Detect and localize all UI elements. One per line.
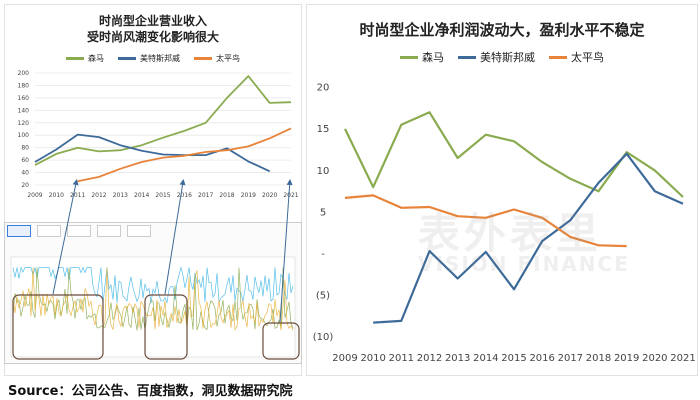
x-tick-label: 2013	[113, 192, 128, 199]
x-tick-label: 2009	[332, 353, 357, 364]
x-tick-label: 2017	[198, 192, 213, 199]
y-tick-label: 140	[18, 107, 30, 114]
x-tick-label: 2015	[501, 353, 526, 364]
series-line-metersbonwe	[34, 133, 271, 173]
x-tick-label: 2016	[177, 192, 192, 199]
y-tick-label: 40	[21, 170, 29, 177]
revenue-chart-legend: 森马 美特斯邦威 太平鸟	[5, 53, 301, 64]
baidu-index-trend	[10, 256, 300, 360]
y-tick-label: 160	[18, 95, 30, 102]
y-tick-label: 20	[317, 83, 330, 94]
x-tick-label: 2018	[219, 192, 234, 199]
series-line-senma	[34, 75, 292, 166]
x-tick-label: 2020	[642, 353, 667, 364]
series-line-taipingniao	[344, 194, 627, 248]
baidu-trend-line	[12, 267, 294, 331]
profit-chart-panel: 时尚型企业净利润波动大，盈利水平不稳定 森马 美特斯邦威 太平鸟 20 15 10 5…	[306, 4, 698, 376]
revenue-chart-title-line2: 受时尚风潮变化影响很大	[86, 30, 219, 44]
x-tick-label: 2020	[262, 192, 277, 199]
y-tick-label: 200	[18, 70, 30, 77]
y-tick-label: 20	[21, 182, 29, 189]
revenue-chart-title: 时尚型企业营业收入 受时尚风潮变化影响很大	[5, 13, 301, 45]
legend-item-metersbonwe: 美特斯邦威	[458, 49, 535, 65]
profit-chart-legend: 森马 美特斯邦威 太平鸟	[307, 49, 697, 65]
x-tick-label: 2015	[155, 192, 170, 199]
legend-item-metersbonwe: 美特斯邦威	[118, 53, 180, 64]
baidu-tab	[127, 225, 151, 237]
x-tick-label: 2016	[529, 353, 554, 364]
highlight-box	[144, 294, 188, 360]
baidu-trend-line	[12, 267, 294, 331]
x-tick-label: 2013	[445, 353, 470, 364]
y-tick-label: 180	[18, 82, 30, 89]
y-tick-label: 60	[21, 157, 29, 164]
y-tick-label: -	[321, 249, 325, 260]
x-tick-label: 2010	[49, 192, 64, 199]
y-tick-label: 10	[317, 166, 330, 177]
x-tick-label: 2018	[586, 353, 611, 364]
x-tick-label: 2014	[134, 192, 149, 199]
x-tick-label: 2019	[241, 192, 256, 199]
y-tick-label: 80	[21, 145, 29, 152]
y-tick-label: 120	[18, 120, 30, 127]
baidu-tab	[97, 225, 121, 237]
x-tick-label: 2021	[670, 353, 695, 364]
x-tick-label: 2011	[70, 192, 85, 199]
x-tick-label: 2021	[283, 192, 298, 199]
profit-chart-title: 时尚型企业净利润波动大，盈利水平不稳定	[359, 21, 645, 39]
baidu-index-screenshot	[4, 222, 302, 364]
y-tick-label: 100	[18, 132, 30, 139]
x-tick-label: 2011	[389, 353, 414, 364]
y-tick-label: 15	[317, 124, 330, 135]
legend-item-taipingniao: 太平鸟	[194, 53, 240, 64]
y-tick-label: 5	[320, 207, 326, 218]
legend-item-senma: 森马	[66, 53, 104, 64]
series-line-senma	[344, 111, 684, 198]
x-tick-label: 2012	[91, 192, 106, 199]
x-tick-label: 2012	[417, 353, 442, 364]
series-line-metersbonwe	[373, 152, 684, 324]
source-note: Source：公司公告、百度指数，洞见数据研究院	[8, 384, 293, 399]
x-tick-label: 2014	[473, 353, 498, 364]
x-tick-label: 2009	[27, 192, 42, 199]
x-tick-label: 2010	[360, 353, 385, 364]
x-tick-label: 2019	[614, 353, 639, 364]
y-tick-label: (10)	[313, 332, 334, 343]
legend-item-taipingniao: 太平鸟	[549, 49, 604, 65]
highlight-box	[12, 294, 104, 360]
series-line-taipingniao	[77, 127, 292, 183]
y-tick-label: (5)	[316, 290, 330, 301]
legend-item-senma: 森马	[400, 49, 444, 65]
revenue-chart-plot: 20 40 60 80 100 120 140 160 180 200 2009 2010 2011 20…	[18, 70, 299, 199]
baidu-tab	[7, 225, 31, 237]
x-tick-label: 2017	[558, 353, 583, 364]
highlight-box	[262, 322, 300, 360]
revenue-chart-title-line1: 时尚型企业营业收入	[98, 14, 207, 28]
